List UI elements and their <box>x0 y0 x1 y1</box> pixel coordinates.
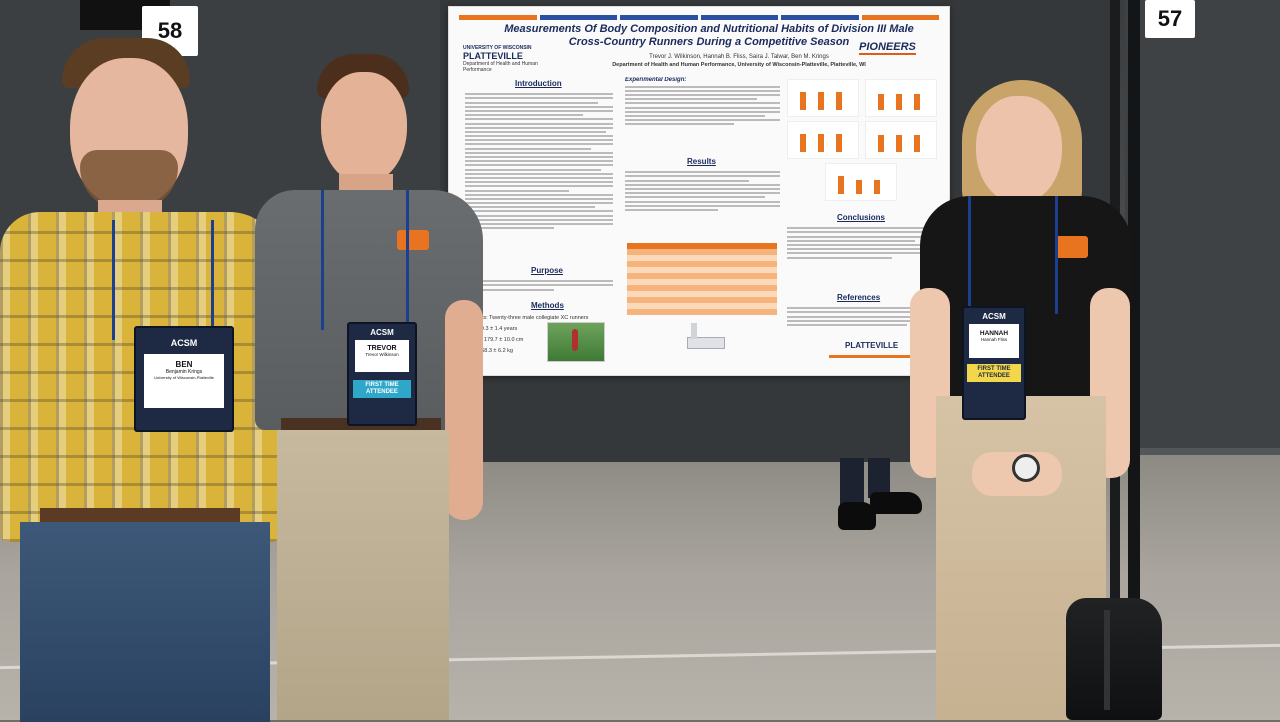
first-time-attendee-ribbon: FIRST TIME ATTENDEE <box>967 364 1021 382</box>
face <box>976 96 1062 204</box>
conclusions-text <box>787 225 937 287</box>
lanyard <box>968 196 1058 314</box>
background-person-legs <box>838 458 928 538</box>
results-text <box>625 169 780 239</box>
face <box>321 72 407 184</box>
references-text <box>787 305 937 335</box>
hhp-logo <box>1056 236 1088 258</box>
backpack-strap <box>1104 610 1110 710</box>
lanyard <box>112 220 214 340</box>
experimental-design-text: Experimental Design: <box>625 77 780 155</box>
person-ben: ACSM BEN Benjamin Krings University of W… <box>0 30 285 722</box>
poster-title: Measurements Of Body Composition and Nut… <box>504 23 914 48</box>
section-methods: Methods <box>531 301 564 310</box>
person-trevor: ACSM TREVOR Trevor Wilkinson FIRST TIME … <box>255 50 495 720</box>
hhp-logo <box>397 230 429 250</box>
dexa-scanner-image <box>685 319 725 353</box>
badge-card: HANNAH Hannah Fliss <box>969 324 1019 358</box>
pioneers-logo: PIONEERS <box>859 41 916 55</box>
badge-card: BEN Benjamin Krings University of Wiscon… <box>144 354 224 408</box>
mini-chart-5 <box>825 163 897 201</box>
poster-footer-stripe <box>829 355 941 358</box>
research-poster: Measurements Of Body Composition and Nut… <box>448 6 950 376</box>
name-badge-trevor: ACSM TREVOR Trevor Wilkinson FIRST TIME … <box>347 322 417 426</box>
name-badge-hannah: ACSM HANNAH Hannah Fliss FIRST TIME ATTE… <box>962 306 1026 420</box>
mini-chart-1 <box>787 79 859 117</box>
results-table <box>627 243 777 315</box>
lanyard <box>321 190 409 330</box>
mini-chart-4 <box>865 121 937 159</box>
khaki-pants <box>277 430 449 720</box>
section-purpose: Purpose <box>531 266 564 275</box>
uw-platteville-logo: UNIVERSITY OF WISCONSIN PLATTEVILLE Depa… <box>463 45 538 73</box>
poster-board-right <box>1125 0 1280 448</box>
board-pole-2 <box>1128 0 1140 650</box>
footer-platteville-logo: PLATTEVILLE <box>845 341 899 350</box>
booth-number-57: 57 <box>1145 0 1195 38</box>
runner-photo <box>547 322 605 362</box>
watch-icon <box>1012 454 1040 482</box>
belt <box>40 508 240 524</box>
mini-chart-3 <box>787 121 859 159</box>
mini-chart-2 <box>865 79 937 117</box>
badge-card: TREVOR Trevor Wilkinson <box>355 340 409 372</box>
section-conclusions: Conclusions <box>837 213 886 222</box>
introduction-text <box>465 91 613 261</box>
first-time-attendee-ribbon: FIRST TIME ATTENDEE <box>353 380 411 398</box>
purpose-text <box>465 278 613 300</box>
section-results: Results <box>687 157 716 166</box>
section-references: References <box>837 293 881 302</box>
jeans <box>20 522 270 722</box>
backpack <box>1066 598 1162 720</box>
left-arm <box>445 300 483 520</box>
poster-authors: Trevor J. Wilkinson, Hannah B. Fliss, Sa… <box>612 54 866 68</box>
name-badge-ben: ACSM BEN Benjamin Krings University of W… <box>134 326 234 432</box>
poster-header-stripes <box>459 15 939 20</box>
subject-characteristics: Subjects: Twenty-three male collegiate X… <box>465 315 589 354</box>
person-hannah: ACSM HANNAH Hannah Fliss FIRST TIME ATTE… <box>910 78 1140 720</box>
section-introduction: Introduction <box>515 79 562 88</box>
bar-charts-area <box>785 77 941 207</box>
